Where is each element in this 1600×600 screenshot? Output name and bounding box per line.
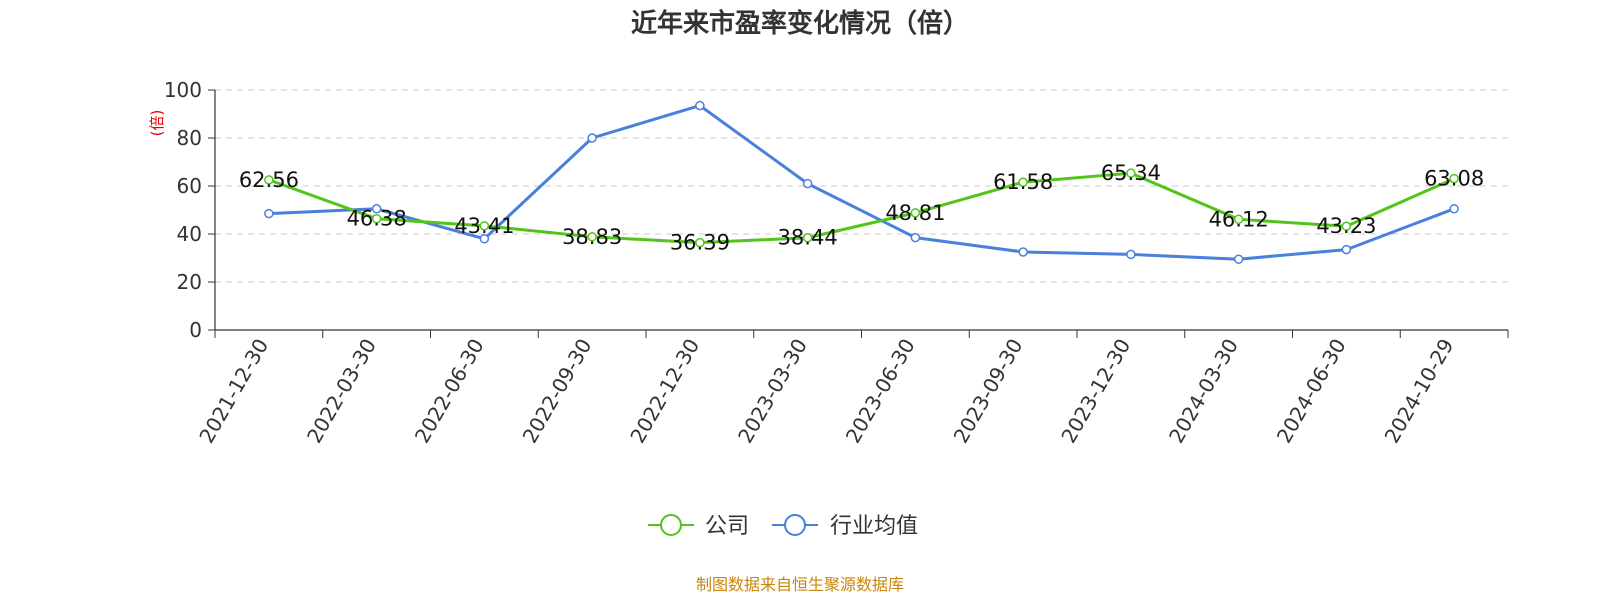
data-label: 62.56 xyxy=(239,168,299,192)
data-label: 46.12 xyxy=(1209,207,1269,231)
series-0-point xyxy=(695,237,705,248)
series-0-point xyxy=(1018,177,1028,187)
series-1-point xyxy=(371,204,382,214)
legend-marker-1 xyxy=(784,514,806,536)
series-1-point xyxy=(802,178,813,189)
series-1-point xyxy=(479,234,490,244)
series-0-point xyxy=(910,208,921,218)
axes: 0 20 40 60 80 100 2021-12-30 2022-03-30 2022-06-… xyxy=(164,78,1509,448)
x-tick-label: 2023-06-30 xyxy=(841,335,920,448)
data-label: 38.44 xyxy=(778,226,838,250)
legend-label-0: 公司 xyxy=(705,514,749,539)
x-tick-label: 2024-03-30 xyxy=(1164,335,1243,448)
series-0-point xyxy=(1233,214,1244,225)
x-tick-label: 2022-12-30 xyxy=(625,335,704,448)
x-tick-label: 2022-06-30 xyxy=(410,335,489,448)
data-label: 61.58 xyxy=(993,170,1053,194)
series-1-point xyxy=(910,232,921,243)
series-line-1 xyxy=(268,104,1455,261)
legend-marker-0 xyxy=(660,514,682,536)
legend: 公司 行业均值 xyxy=(648,514,918,539)
series-1-point xyxy=(1126,249,1136,260)
series-1-point xyxy=(1233,254,1244,264)
y-tick-label: 0 xyxy=(189,318,202,342)
data-label: 63.08 xyxy=(1424,167,1484,191)
data-label: 48.81 xyxy=(885,201,945,225)
data-label: 43.23 xyxy=(1316,214,1376,238)
y-tick-label: 100 xyxy=(164,78,202,102)
x-tick-label: 2023-09-30 xyxy=(949,335,1028,448)
x-tick-label: 2021-12-30 xyxy=(194,335,273,448)
x-tick-label: 2024-10-29 xyxy=(1380,335,1459,448)
series-1-point xyxy=(1018,247,1028,257)
series-0-point xyxy=(587,232,597,242)
series-0-point xyxy=(802,232,813,243)
series-1-point xyxy=(264,208,274,219)
series-1-point xyxy=(587,133,597,143)
series-1-point xyxy=(1341,244,1352,255)
x-tick-label: 2023-12-30 xyxy=(1056,335,1135,448)
chart-title: 近年来市盈率变化情况（倍） xyxy=(631,8,969,39)
y-tick-label: 40 xyxy=(177,222,202,246)
x-tick-label: 2024-06-30 xyxy=(1272,335,1351,448)
series-0-point xyxy=(264,175,274,185)
y-tick-label: 80 xyxy=(177,126,202,150)
series-layer xyxy=(264,100,1459,264)
series-0-point xyxy=(1341,221,1352,231)
x-tick-label: 2022-09-30 xyxy=(518,335,597,448)
series-0-point xyxy=(479,221,490,231)
x-tick-label: 2023-03-30 xyxy=(733,335,812,448)
data-labels: 62.56 46.38 43.41 38.83 36.39 38.44 48.81 61.58… xyxy=(239,161,1484,254)
data-label: 38.83 xyxy=(562,225,622,249)
legend-label-1: 行业均值 xyxy=(830,514,918,539)
series-0-point xyxy=(371,213,382,224)
y-tick-label: 20 xyxy=(177,270,202,294)
data-source-note: 制图数据来自恒生聚源数据库 xyxy=(696,575,904,594)
series-0-point xyxy=(1126,168,1136,178)
series-1-point xyxy=(695,100,705,111)
series-1-point xyxy=(1449,204,1459,214)
series-line-0 xyxy=(268,171,1455,245)
y-tick-label: 60 xyxy=(177,174,202,198)
x-tick-label: 2022-03-30 xyxy=(302,335,381,448)
series-0-point xyxy=(1449,173,1459,184)
data-label: 65.34 xyxy=(1101,161,1161,185)
data-label: 46.38 xyxy=(347,207,407,231)
data-label: 43.41 xyxy=(454,214,514,238)
y-axis-unit-label: (倍) xyxy=(148,110,166,137)
data-label: 36.39 xyxy=(670,231,730,255)
